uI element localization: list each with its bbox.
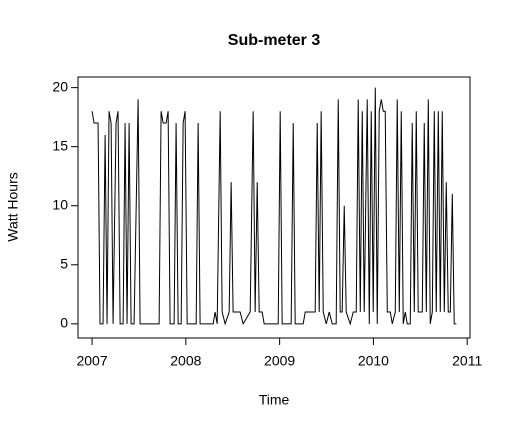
y-tick-label: 5 [60,255,68,271]
x-tick-label: 2007 [76,353,107,369]
x-axis-label: Time [259,392,290,408]
x-tick-label: 2010 [358,353,389,369]
y-tick-label: 10 [52,196,68,212]
y-tick-label: 20 [52,78,68,94]
data-line [91,87,457,326]
y-axis-label: Watt Hours [5,172,21,242]
y-tick-label: 0 [60,315,68,331]
x-tick-label: 2009 [264,353,295,369]
x-tick-label: 2008 [170,353,201,369]
chart-title: Sub-meter 3 [228,32,321,49]
x-tick-label: 2011 [452,353,482,369]
plot-box [77,76,471,339]
y-tick-label: 15 [52,137,68,153]
